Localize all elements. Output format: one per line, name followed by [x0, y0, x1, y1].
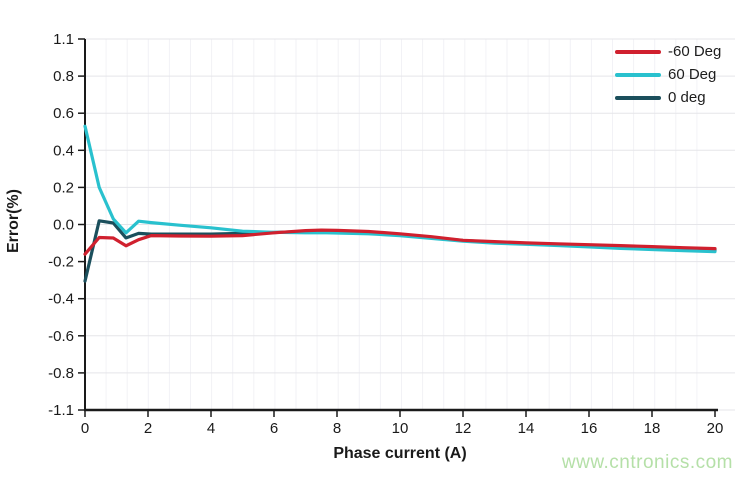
- legend-label-plus60: 60 Deg: [668, 66, 717, 83]
- legend-item-plus60: 60 Deg: [615, 66, 721, 83]
- svg-text:0: 0: [81, 420, 89, 437]
- svg-text:14: 14: [518, 420, 535, 437]
- legend-swatch-plus60-icon: [615, 72, 661, 77]
- svg-text:0.6: 0.6: [53, 105, 74, 122]
- svg-text:-0.4: -0.4: [48, 291, 74, 308]
- svg-text:2: 2: [144, 420, 152, 437]
- legend-swatch-minus60-icon: [615, 49, 661, 54]
- svg-text:20: 20: [707, 420, 724, 437]
- svg-text:0.8: 0.8: [53, 68, 74, 85]
- svg-text:-0.2: -0.2: [48, 254, 74, 271]
- svg-text:-0.8: -0.8: [48, 365, 74, 382]
- legend-label-zero: 0 deg: [668, 89, 706, 106]
- svg-text:6: 6: [270, 420, 278, 437]
- svg-text:0.2: 0.2: [53, 179, 74, 196]
- watermark: www.cntronics.com: [561, 452, 733, 473]
- svg-text:16: 16: [581, 420, 598, 437]
- legend-label-minus60: -60 Deg: [668, 43, 722, 60]
- y-axis-title: Error(%): [5, 189, 22, 254]
- svg-text:-1.1: -1.1: [48, 402, 74, 419]
- x-axis-title: Phase current (A): [333, 445, 467, 462]
- svg-text:-0.6: -0.6: [48, 328, 74, 345]
- svg-text:0.4: 0.4: [53, 142, 74, 159]
- legend-swatch-zero-icon: [615, 95, 661, 100]
- svg-text:8: 8: [333, 420, 341, 437]
- svg-text:1.1: 1.1: [53, 31, 74, 48]
- svg-text:4: 4: [207, 420, 215, 437]
- legend: -60 Deg 60 Deg 0 deg: [615, 43, 721, 106]
- legend-item-zero: 0 deg: [615, 89, 721, 106]
- svg-text:12: 12: [455, 420, 472, 437]
- legend-item-minus60: -60 Deg: [615, 43, 721, 60]
- svg-text:18: 18: [644, 420, 661, 437]
- svg-text:0.0: 0.0: [53, 217, 74, 234]
- svg-text:10: 10: [392, 420, 409, 437]
